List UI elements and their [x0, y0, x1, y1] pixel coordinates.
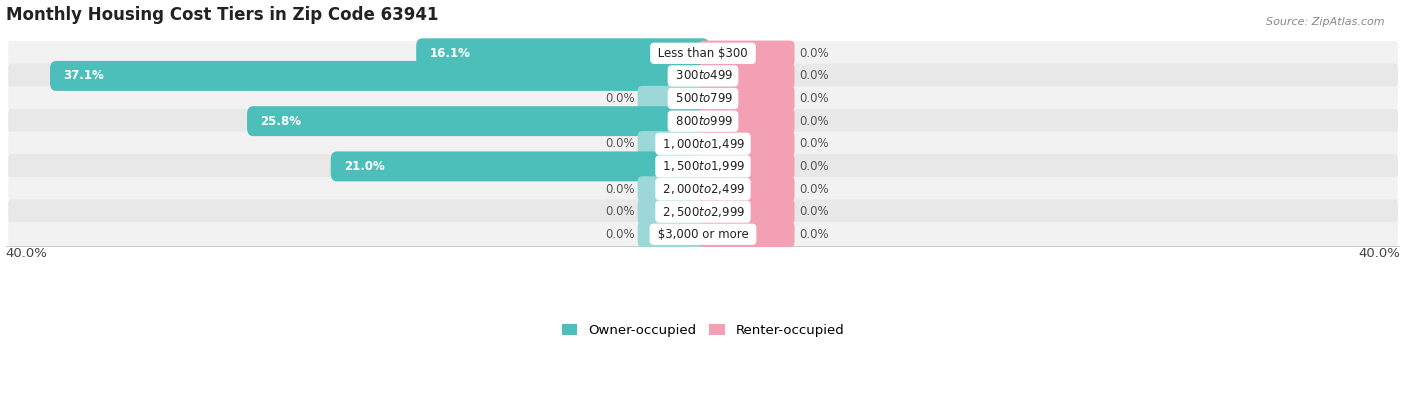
FancyBboxPatch shape — [637, 176, 707, 202]
FancyBboxPatch shape — [416, 38, 709, 68]
Text: 40.0%: 40.0% — [6, 247, 48, 260]
Text: 0.0%: 0.0% — [799, 92, 828, 105]
Text: 0.0%: 0.0% — [606, 92, 636, 105]
FancyBboxPatch shape — [8, 177, 1398, 201]
FancyBboxPatch shape — [699, 199, 794, 225]
FancyBboxPatch shape — [8, 154, 1398, 178]
Text: 0.0%: 0.0% — [799, 205, 828, 218]
Text: $500 to $799: $500 to $799 — [672, 92, 734, 105]
FancyBboxPatch shape — [8, 41, 1398, 66]
Text: 0.0%: 0.0% — [799, 69, 828, 83]
Text: Monthly Housing Cost Tiers in Zip Code 63941: Monthly Housing Cost Tiers in Zip Code 6… — [6, 5, 439, 24]
FancyBboxPatch shape — [8, 132, 1398, 156]
Text: 0.0%: 0.0% — [606, 137, 636, 150]
FancyBboxPatch shape — [637, 222, 707, 247]
FancyBboxPatch shape — [637, 199, 707, 225]
Text: 40.0%: 40.0% — [1358, 247, 1400, 260]
Text: $3,000 or more: $3,000 or more — [654, 228, 752, 241]
FancyBboxPatch shape — [699, 154, 794, 179]
Text: 21.0%: 21.0% — [344, 160, 385, 173]
Text: $1,500 to $1,999: $1,500 to $1,999 — [659, 159, 747, 173]
FancyBboxPatch shape — [8, 200, 1398, 224]
Text: $2,500 to $2,999: $2,500 to $2,999 — [659, 205, 747, 219]
FancyBboxPatch shape — [637, 131, 707, 156]
FancyBboxPatch shape — [8, 109, 1398, 133]
Text: 0.0%: 0.0% — [799, 47, 828, 60]
FancyBboxPatch shape — [8, 222, 1398, 247]
Text: 0.0%: 0.0% — [606, 228, 636, 241]
FancyBboxPatch shape — [699, 108, 794, 134]
FancyBboxPatch shape — [637, 86, 707, 111]
FancyBboxPatch shape — [8, 86, 1398, 111]
Text: 0.0%: 0.0% — [799, 137, 828, 150]
FancyBboxPatch shape — [8, 63, 1398, 88]
Text: Source: ZipAtlas.com: Source: ZipAtlas.com — [1267, 17, 1385, 27]
FancyBboxPatch shape — [699, 131, 794, 156]
FancyBboxPatch shape — [699, 63, 794, 89]
Text: 0.0%: 0.0% — [606, 205, 636, 218]
FancyBboxPatch shape — [330, 151, 709, 181]
Legend: Owner-occupied, Renter-occupied: Owner-occupied, Renter-occupied — [557, 319, 849, 342]
FancyBboxPatch shape — [699, 86, 794, 111]
Text: 16.1%: 16.1% — [429, 47, 470, 60]
Text: $2,000 to $2,499: $2,000 to $2,499 — [659, 182, 747, 196]
Text: 0.0%: 0.0% — [606, 183, 636, 195]
FancyBboxPatch shape — [699, 176, 794, 202]
Text: $800 to $999: $800 to $999 — [672, 115, 734, 128]
FancyBboxPatch shape — [699, 41, 794, 66]
FancyBboxPatch shape — [51, 61, 709, 91]
Text: $1,000 to $1,499: $1,000 to $1,499 — [659, 137, 747, 151]
FancyBboxPatch shape — [247, 106, 709, 136]
Text: 37.1%: 37.1% — [63, 69, 104, 83]
Text: 0.0%: 0.0% — [799, 115, 828, 128]
Text: 25.8%: 25.8% — [260, 115, 301, 128]
Text: Less than $300: Less than $300 — [654, 47, 752, 60]
Text: 0.0%: 0.0% — [799, 228, 828, 241]
FancyBboxPatch shape — [699, 222, 794, 247]
Text: $300 to $499: $300 to $499 — [672, 69, 734, 83]
Text: 0.0%: 0.0% — [799, 160, 828, 173]
Text: 0.0%: 0.0% — [799, 183, 828, 195]
